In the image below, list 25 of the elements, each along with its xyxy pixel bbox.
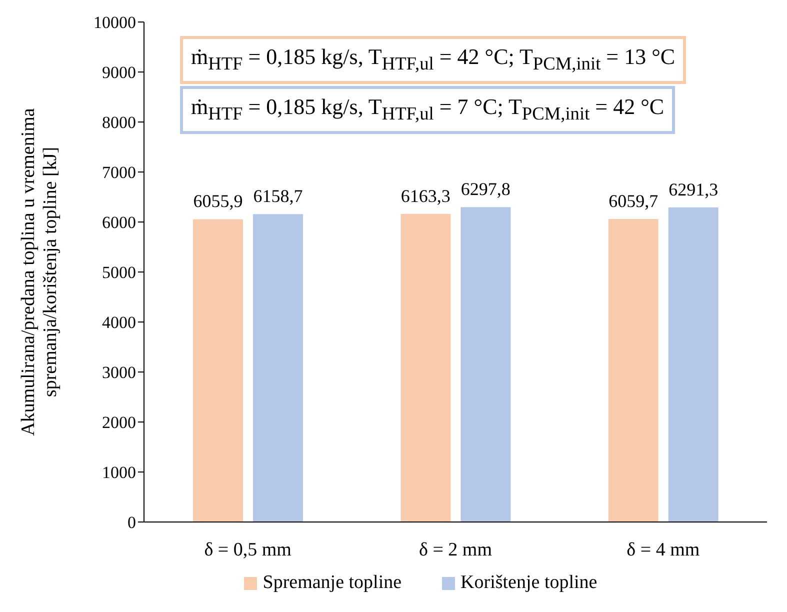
- y-tick-label: 2000: [102, 413, 136, 432]
- y-tick-label: 0: [128, 513, 136, 532]
- data-label: 6291,3: [668, 179, 718, 200]
- x-tick-label: δ = 2 mm: [419, 539, 492, 560]
- data-label: 6158,7: [253, 186, 303, 206]
- y-tick-label: 7000: [102, 163, 136, 182]
- y-axis-title: Akumulirana/predana toplina u vremenima spremanja/korištenja topline [kJ]: [18, 108, 61, 436]
- y-tick-label: 6000: [102, 213, 136, 232]
- y-tick-label: 8000: [102, 113, 136, 132]
- y-tick-label: 4000: [102, 313, 136, 332]
- data-label: 6059,7: [608, 191, 658, 212]
- x-tick-label: δ = 0,5 mm: [204, 539, 292, 560]
- data-label: 6055,9: [193, 191, 243, 212]
- y-tick-label: 10000: [94, 13, 136, 32]
- legend-label: Spremanje topline: [262, 572, 402, 594]
- y-tick-label: 1000: [102, 463, 136, 482]
- y-tick-label: 9000: [102, 63, 136, 82]
- x-tick-label: δ = 4 mm: [626, 539, 700, 560]
- legend-label: Korištenje topline: [460, 572, 598, 594]
- annotation: ṁ$_{HTF}$ = 0,185 kg/s, T$_{HTF,ul}$ = 7 °C; T$_{PCM,init}$ = 42 °C: [180, 86, 676, 134]
- y-tick-label: 5000: [102, 263, 136, 282]
- data-label: 6163,3: [400, 186, 450, 206]
- annotation: ṁ$_{HTF}$ = 0,185 kg/s, T$_{HTF,ul}$ = 42 °C; T$_{PCM,init}$ = 13 °C: [180, 36, 686, 84]
- y-tick-label: 3000: [102, 363, 136, 382]
- data-label: 6297,8: [460, 179, 510, 200]
